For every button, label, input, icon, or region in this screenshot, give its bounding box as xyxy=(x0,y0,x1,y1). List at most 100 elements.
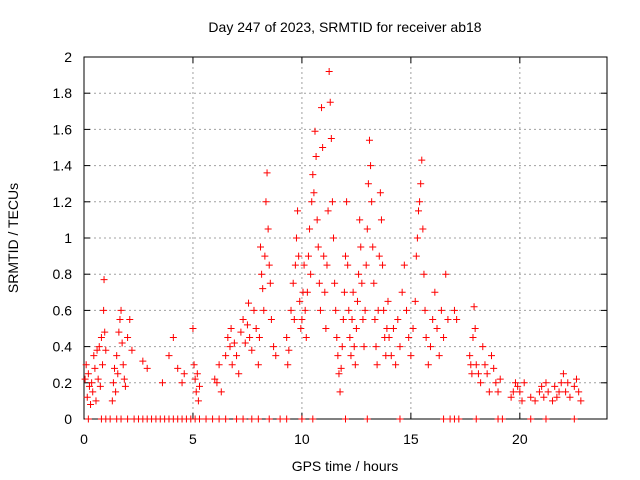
data-point xyxy=(409,325,417,332)
data-point xyxy=(308,198,316,206)
data-point xyxy=(296,297,304,305)
data-point xyxy=(124,415,132,423)
data-point xyxy=(309,171,317,179)
data-point xyxy=(126,315,134,323)
data-point xyxy=(83,393,91,401)
data-point xyxy=(453,315,461,323)
data-point xyxy=(338,343,346,351)
data-point xyxy=(376,189,384,197)
data-point xyxy=(143,364,151,372)
data-point xyxy=(331,279,339,287)
data-point xyxy=(190,361,198,369)
data-point xyxy=(362,261,370,269)
data-point xyxy=(494,388,502,396)
data-point xyxy=(254,415,262,423)
data-point xyxy=(108,397,116,405)
data-point xyxy=(128,346,136,354)
data-point xyxy=(431,288,439,296)
data-point xyxy=(227,325,235,332)
data-point xyxy=(379,261,387,269)
data-point xyxy=(320,252,328,260)
y-tick-label: 1.4 xyxy=(53,158,73,174)
data-point xyxy=(377,216,385,224)
data-point xyxy=(265,261,273,269)
data-point xyxy=(332,306,340,314)
data-point xyxy=(359,315,367,323)
data-point xyxy=(415,207,423,215)
data-point xyxy=(555,388,563,396)
data-point xyxy=(470,303,478,311)
data-point xyxy=(327,134,335,142)
data-point xyxy=(535,388,543,396)
data-point xyxy=(295,252,303,260)
y-tick-label: 0.4 xyxy=(53,339,73,355)
data-point xyxy=(564,379,572,387)
data-point xyxy=(516,388,524,396)
data-point xyxy=(116,315,124,323)
data-point xyxy=(405,334,413,342)
data-point xyxy=(276,415,284,423)
data-point xyxy=(518,397,526,405)
data-point xyxy=(350,343,358,351)
data-point xyxy=(542,415,550,423)
data-point xyxy=(380,306,388,314)
data-point xyxy=(429,315,437,323)
data-point xyxy=(360,343,368,351)
data-point xyxy=(440,415,448,423)
data-point xyxy=(304,252,312,260)
data-point xyxy=(265,415,273,423)
data-point xyxy=(237,328,245,336)
data-point xyxy=(97,334,105,342)
data-point xyxy=(527,415,535,423)
data-point xyxy=(109,379,117,387)
data-point xyxy=(363,415,371,423)
data-point xyxy=(246,334,254,342)
data-point xyxy=(369,243,377,251)
y-tick-label: 1.2 xyxy=(53,194,73,210)
data-point xyxy=(511,379,519,387)
data-point xyxy=(99,361,107,369)
y-tick-label: 1.6 xyxy=(53,121,73,137)
data-point xyxy=(577,397,585,405)
data-point xyxy=(178,379,186,387)
data-point xyxy=(400,261,408,269)
data-point xyxy=(372,343,380,351)
data-point xyxy=(239,415,247,423)
data-point xyxy=(106,415,114,423)
data-point xyxy=(165,352,173,360)
data-point xyxy=(230,339,238,347)
data-point xyxy=(326,98,334,106)
data-point xyxy=(562,388,570,396)
data-point xyxy=(174,364,182,372)
data-point xyxy=(264,225,272,233)
data-point xyxy=(527,393,535,401)
data-point xyxy=(466,352,474,360)
x-tick-label: 5 xyxy=(189,431,197,447)
data-point xyxy=(553,393,561,401)
data-point xyxy=(345,306,353,314)
data-point xyxy=(347,352,355,360)
data-point xyxy=(233,352,241,360)
data-point xyxy=(349,288,357,296)
data-point xyxy=(343,198,351,206)
data-point xyxy=(307,270,315,278)
data-point xyxy=(322,325,330,332)
data-point xyxy=(318,104,326,112)
data-point xyxy=(419,225,427,233)
data-point xyxy=(474,370,482,378)
data-point xyxy=(248,415,256,423)
y-tick-label: 0.6 xyxy=(53,302,73,318)
data-point xyxy=(139,357,147,365)
data-point xyxy=(270,343,278,351)
y-tick-label: 2 xyxy=(64,49,72,65)
data-point xyxy=(84,370,92,378)
x-tick-label: 10 xyxy=(294,431,310,447)
data-point xyxy=(261,252,269,260)
data-point xyxy=(570,382,578,390)
data-point xyxy=(353,297,361,305)
data-point xyxy=(195,382,203,390)
data-point xyxy=(384,297,392,305)
data-point xyxy=(252,325,260,332)
data-point xyxy=(287,306,295,314)
data-point xyxy=(368,198,376,206)
